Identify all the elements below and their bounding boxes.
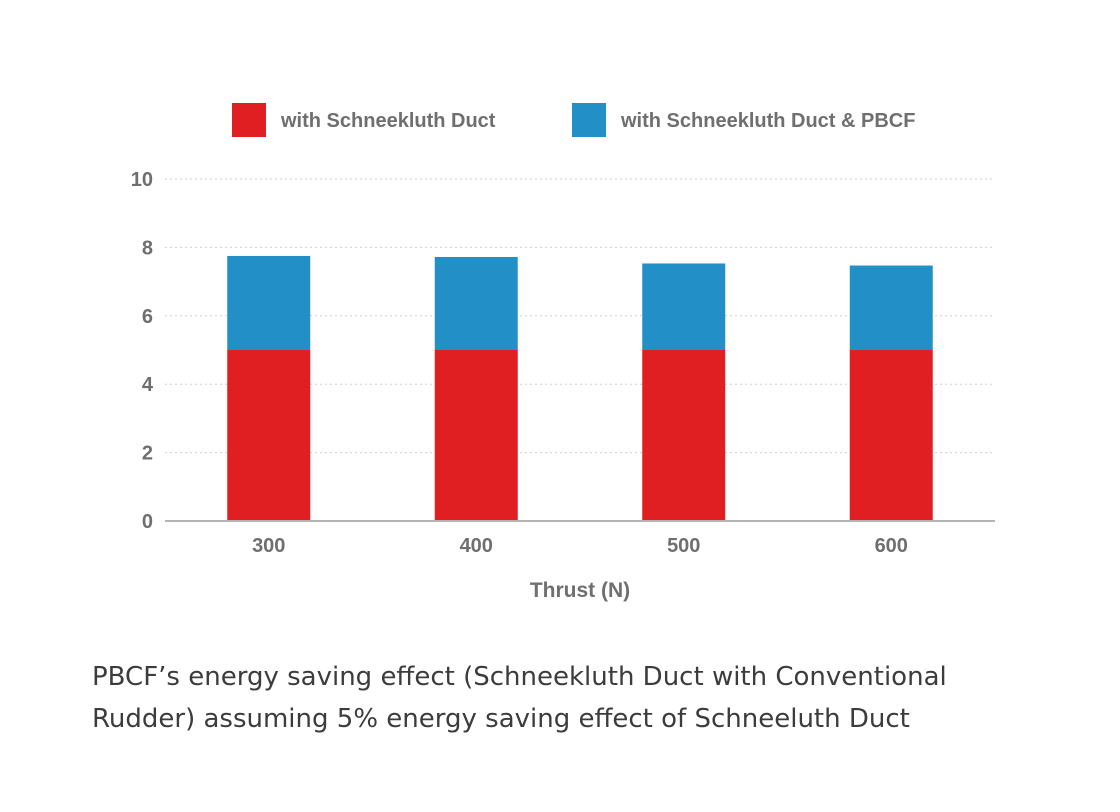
x-tick-label: 400 [460, 535, 493, 557]
bar-segment-500-series-2 [642, 263, 726, 350]
chart-legend: with Schneekluth Duct with Schneekluth Du… [232, 103, 915, 137]
bar-segment-600-series-2 [849, 265, 933, 350]
caption-line-2: Rudder) assuming 5% energy saving effect… [92, 704, 910, 734]
legend-swatch-2 [572, 103, 606, 137]
caption-line-1: PBCF’s energy saving effect (Schneekluth… [92, 662, 947, 692]
bar-segment-400-series-1 [434, 350, 518, 521]
bar-segment-300-series-1 [227, 350, 311, 521]
y-tick-label: 4 [142, 374, 154, 396]
x-tick-label: 300 [252, 535, 285, 557]
bar-segment-500-series-1 [642, 350, 726, 521]
x-tick-label: 500 [667, 535, 700, 557]
bar-segment-400-series-2 [434, 256, 518, 350]
chart-caption: PBCF’s energy saving effect (Schneekluth… [92, 656, 1052, 740]
bar-segment-600-series-1 [849, 350, 933, 521]
y-tick-label: 8 [142, 237, 153, 259]
chart-bars [227, 255, 933, 521]
legend-label-2: with Schneekluth Duct & PBCF [620, 110, 915, 132]
legend-label-1: with Schneekluth Duct [280, 110, 496, 132]
stacked-bar-chart: with Schneekluth Duct with Schneekluth Du… [131, 103, 995, 602]
chart-axes: 0 2 4 6 8 10 300 400 500 600 [131, 169, 995, 557]
x-axis-title: Thrust (N) [530, 579, 630, 602]
y-tick-label: 6 [142, 306, 153, 328]
x-tick-label: 600 [875, 535, 908, 557]
legend-swatch-1 [232, 103, 266, 137]
y-tick-label: 10 [131, 169, 153, 191]
y-tick-label: 2 [142, 443, 153, 465]
bar-segment-300-series-2 [227, 255, 311, 350]
y-tick-label: 0 [142, 511, 153, 533]
